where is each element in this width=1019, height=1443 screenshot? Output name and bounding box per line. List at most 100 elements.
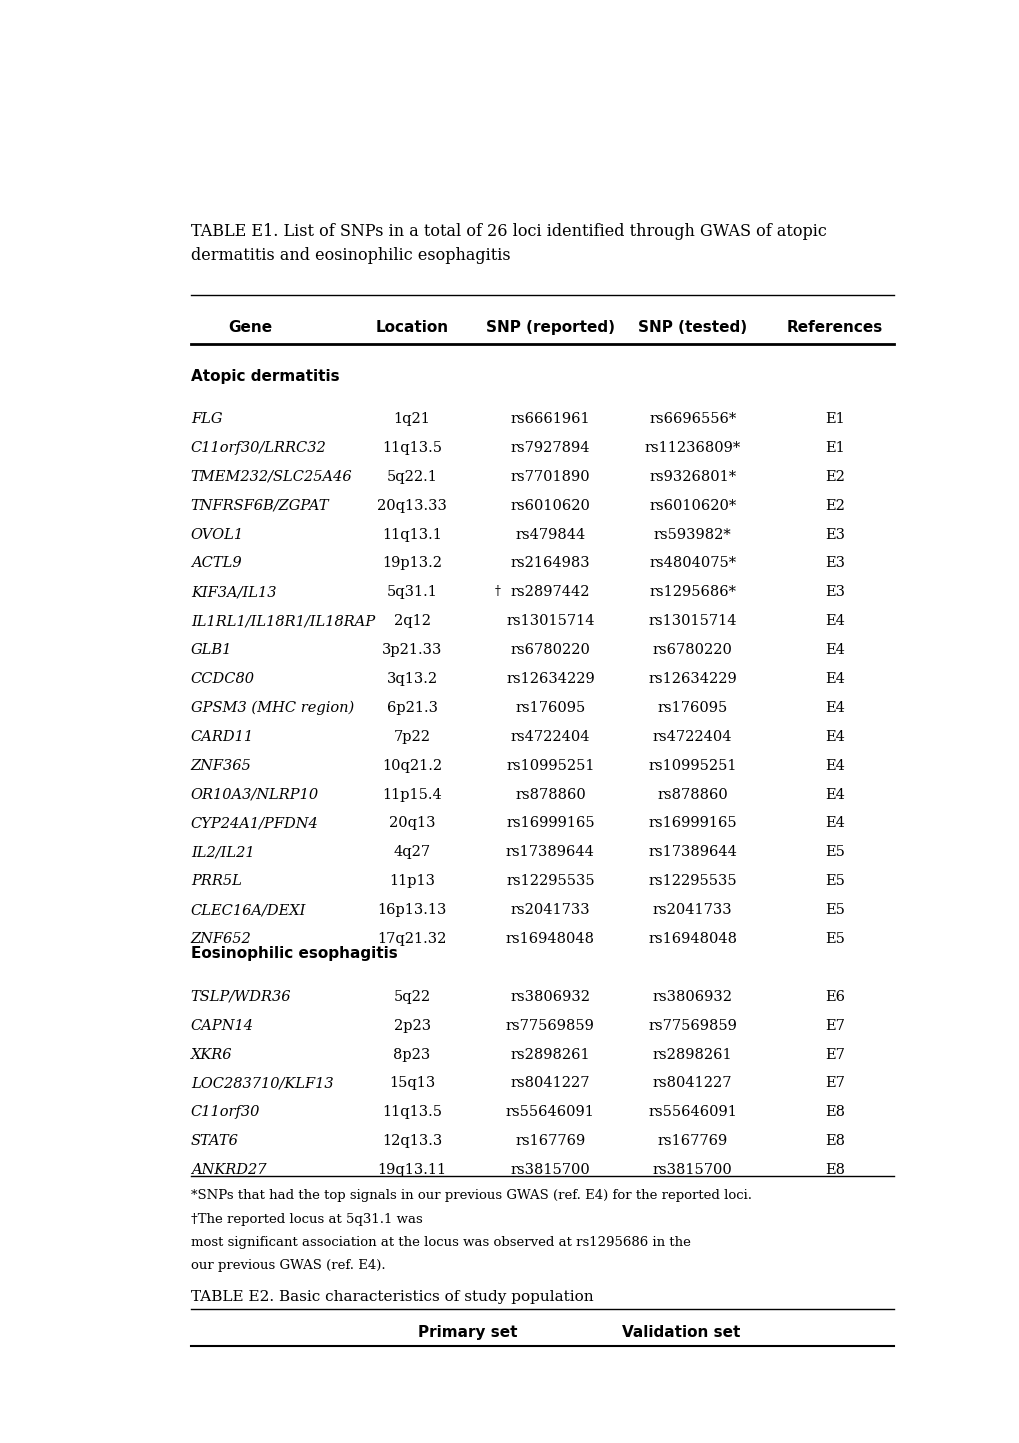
Text: Location: Location xyxy=(375,320,448,335)
Text: 10q21.2: 10q21.2 xyxy=(382,759,441,772)
Text: rs167769: rs167769 xyxy=(657,1134,728,1149)
Text: IL2/IL21: IL2/IL21 xyxy=(191,846,254,860)
Text: rs878860: rs878860 xyxy=(656,788,728,802)
Text: References: References xyxy=(786,320,882,335)
Text: ZNF365: ZNF365 xyxy=(191,759,252,772)
Text: CLEC16A/DEXI: CLEC16A/DEXI xyxy=(191,903,306,918)
Text: rs8041227: rs8041227 xyxy=(652,1076,732,1091)
Text: rs16948048: rs16948048 xyxy=(505,932,594,947)
Text: rs167769: rs167769 xyxy=(515,1134,585,1149)
Text: TABLE E1. List of SNPs in a total of 26 loci identified through GWAS of atopic
d: TABLE E1. List of SNPs in a total of 26 … xyxy=(191,224,825,264)
Text: rs3806932: rs3806932 xyxy=(510,990,590,1004)
Text: our previous GWAS (ref. E4).: our previous GWAS (ref. E4). xyxy=(191,1260,385,1273)
Text: rs16999165: rs16999165 xyxy=(505,817,594,831)
Text: STAT6: STAT6 xyxy=(191,1134,238,1149)
Text: E8: E8 xyxy=(824,1163,844,1177)
Text: rs2164983: rs2164983 xyxy=(511,557,590,570)
Text: PRR5L: PRR5L xyxy=(191,874,242,889)
Text: Gene: Gene xyxy=(227,320,272,335)
Text: rs9326801*: rs9326801* xyxy=(648,470,736,483)
Text: rs479844: rs479844 xyxy=(515,528,585,541)
Text: CAPN14: CAPN14 xyxy=(191,1019,254,1033)
Text: rs2041733: rs2041733 xyxy=(652,903,732,918)
Text: rs11236809*: rs11236809* xyxy=(644,442,740,455)
Text: 19p13.2: 19p13.2 xyxy=(382,557,441,570)
Text: rs3806932: rs3806932 xyxy=(652,990,732,1004)
Text: TMEM232/SLC25A46: TMEM232/SLC25A46 xyxy=(191,470,352,483)
Text: E8: E8 xyxy=(824,1134,844,1149)
Text: rs77569859: rs77569859 xyxy=(505,1019,594,1033)
Text: E4: E4 xyxy=(824,730,844,743)
Text: E3: E3 xyxy=(824,557,844,570)
Text: 11p15.4: 11p15.4 xyxy=(382,788,441,802)
Text: E3: E3 xyxy=(824,586,844,599)
Text: C11orf30/LRRC32: C11orf30/LRRC32 xyxy=(191,442,326,455)
Text: E1: E1 xyxy=(824,442,844,455)
Text: 2q12: 2q12 xyxy=(393,615,430,628)
Text: E4: E4 xyxy=(824,701,844,714)
Text: E5: E5 xyxy=(824,932,844,947)
Text: E5: E5 xyxy=(824,874,844,889)
Text: 5q31.1: 5q31.1 xyxy=(386,586,437,599)
Text: rs7701890: rs7701890 xyxy=(511,470,590,483)
Text: 11p13: 11p13 xyxy=(388,874,435,889)
Text: KIF3A/IL13: KIF3A/IL13 xyxy=(191,586,276,599)
Text: rs13015714: rs13015714 xyxy=(505,615,594,628)
Text: rs10995251: rs10995251 xyxy=(505,759,594,772)
Text: rs13015714: rs13015714 xyxy=(648,615,737,628)
Text: ZNF652: ZNF652 xyxy=(191,932,252,947)
Text: 11q13.1: 11q13.1 xyxy=(382,528,441,541)
Text: E5: E5 xyxy=(824,903,844,918)
Text: E8: E8 xyxy=(824,1105,844,1120)
Text: rs3815700: rs3815700 xyxy=(511,1163,590,1177)
Text: 3q13.2: 3q13.2 xyxy=(386,672,437,685)
Text: GPSM3 (MHC region): GPSM3 (MHC region) xyxy=(191,701,354,716)
Text: 11q13.5: 11q13.5 xyxy=(382,1105,441,1120)
Text: rs6661961: rs6661961 xyxy=(511,413,590,426)
Text: 1q21: 1q21 xyxy=(393,413,430,426)
Text: 7p22: 7p22 xyxy=(393,730,430,743)
Text: rs6780220: rs6780220 xyxy=(510,644,590,657)
Text: E4: E4 xyxy=(824,644,844,657)
Text: 19q13.11: 19q13.11 xyxy=(377,1163,446,1177)
Text: Validation set: Validation set xyxy=(621,1325,740,1341)
Text: rs4722404: rs4722404 xyxy=(511,730,590,743)
Text: E4: E4 xyxy=(824,788,844,802)
Text: Atopic dermatitis: Atopic dermatitis xyxy=(191,369,339,384)
Text: rs2041733: rs2041733 xyxy=(511,903,590,918)
Text: Primary set: Primary set xyxy=(417,1325,517,1341)
Text: E4: E4 xyxy=(824,817,844,831)
Text: †: † xyxy=(494,586,499,599)
Text: E7: E7 xyxy=(824,1019,844,1033)
Text: 11q13.5: 11q13.5 xyxy=(382,442,441,455)
Text: rs55646091: rs55646091 xyxy=(648,1105,737,1120)
Text: 3p21.33: 3p21.33 xyxy=(381,644,442,657)
Text: 4q27: 4q27 xyxy=(393,846,430,860)
Text: rs17389644: rs17389644 xyxy=(505,846,594,860)
Text: SNP (reported): SNP (reported) xyxy=(485,320,614,335)
Text: E2: E2 xyxy=(824,499,844,512)
Text: E5: E5 xyxy=(824,846,844,860)
Text: rs6780220: rs6780220 xyxy=(652,644,732,657)
Text: rs16948048: rs16948048 xyxy=(647,932,737,947)
Text: SNP (tested): SNP (tested) xyxy=(638,320,747,335)
Text: rs12634229: rs12634229 xyxy=(505,672,594,685)
Text: rs16999165: rs16999165 xyxy=(648,817,737,831)
Text: rs4804075*: rs4804075* xyxy=(648,557,736,570)
Text: 5q22.1: 5q22.1 xyxy=(386,470,437,483)
Text: GLB1: GLB1 xyxy=(191,644,232,657)
Text: 8p23: 8p23 xyxy=(393,1048,430,1062)
Text: E7: E7 xyxy=(824,1048,844,1062)
Text: 6p21.3: 6p21.3 xyxy=(386,701,437,714)
Text: XKR6: XKR6 xyxy=(191,1048,232,1062)
Text: 12q13.3: 12q13.3 xyxy=(381,1134,442,1149)
Text: rs6010620: rs6010620 xyxy=(510,499,590,512)
Text: rs6696556*: rs6696556* xyxy=(648,413,736,426)
Text: rs878860: rs878860 xyxy=(515,788,585,802)
Text: OVOL1: OVOL1 xyxy=(191,528,244,541)
Text: 17q21.32: 17q21.32 xyxy=(377,932,446,947)
Text: CYP24A1/PFDN4: CYP24A1/PFDN4 xyxy=(191,817,318,831)
Text: E3: E3 xyxy=(824,528,844,541)
Text: C11orf30: C11orf30 xyxy=(191,1105,260,1120)
Text: 20q13.33: 20q13.33 xyxy=(377,499,446,512)
